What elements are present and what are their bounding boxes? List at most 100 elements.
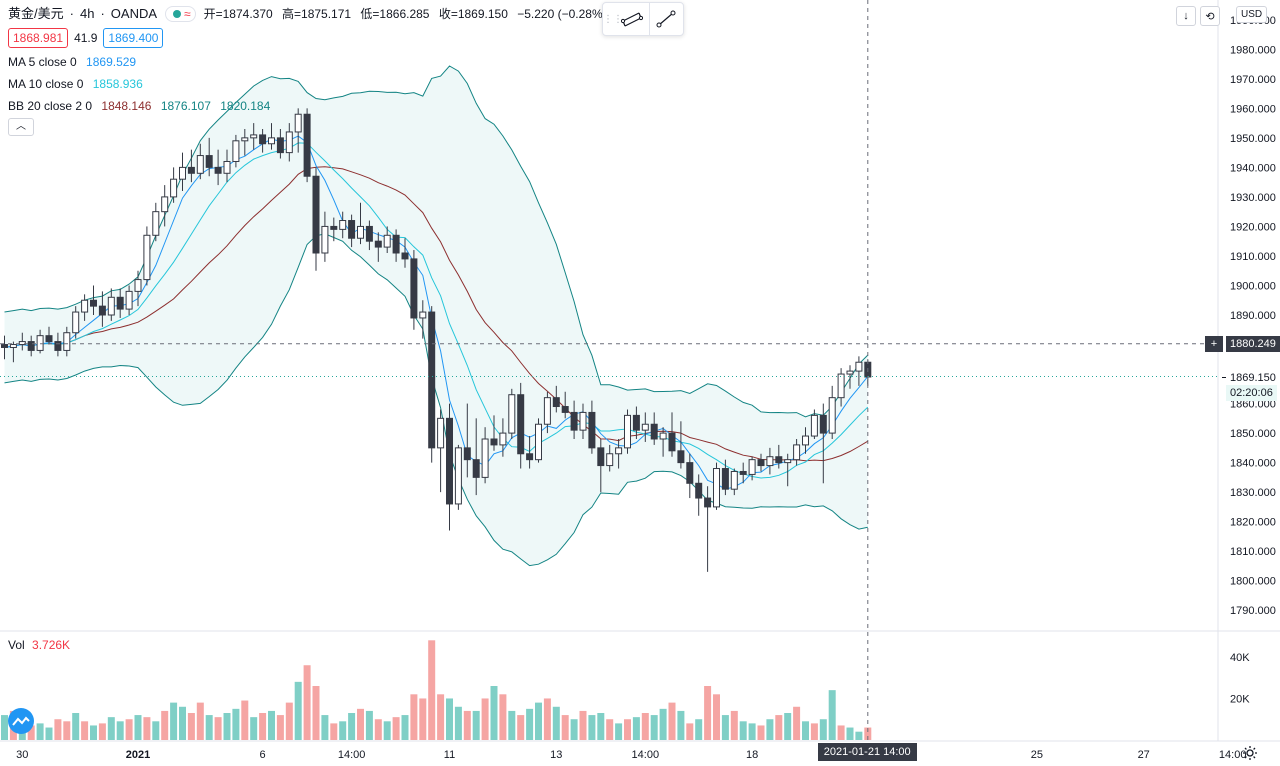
- candle[interactable]: [508, 388, 516, 439]
- volume-bar[interactable]: [143, 717, 151, 740]
- candle[interactable]: [374, 232, 382, 262]
- candle[interactable]: [98, 291, 106, 327]
- volume-bar[interactable]: [730, 710, 738, 740]
- candle[interactable]: [214, 149, 222, 186]
- candle[interactable]: [401, 238, 409, 268]
- volume-bar[interactable]: [268, 710, 275, 740]
- volume-bar[interactable]: [766, 719, 774, 740]
- candle[interactable]: [410, 250, 418, 330]
- gear-icon[interactable]: [1242, 745, 1258, 761]
- candle[interactable]: [686, 453, 694, 499]
- volume-bar[interactable]: [624, 719, 631, 740]
- candle[interactable]: [72, 306, 80, 339]
- candle[interactable]: [535, 418, 542, 463]
- volume-bar[interactable]: [517, 715, 525, 740]
- candle[interactable]: [330, 217, 338, 242]
- volume-bar[interactable]: [374, 719, 382, 740]
- candle[interactable]: [454, 444, 462, 510]
- candle[interactable]: [526, 436, 534, 469]
- candle[interactable]: [392, 229, 400, 262]
- volume-bar[interactable]: [54, 719, 62, 740]
- volume-bar[interactable]: [641, 713, 649, 740]
- indicator-bb[interactable]: BB 20 close 2 0 1848.146 1876.107 1820.1…: [8, 98, 613, 114]
- volume-bar[interactable]: [454, 706, 462, 740]
- volume-bar[interactable]: [205, 715, 213, 740]
- volume-bar[interactable]: [259, 713, 267, 740]
- candle[interactable]: [179, 152, 186, 191]
- candle[interactable]: [223, 149, 231, 183]
- volume-bar[interactable]: [463, 710, 471, 740]
- candle[interactable]: [170, 167, 178, 203]
- candle[interactable]: [45, 326, 53, 345]
- volume-bar[interactable]: [392, 717, 400, 740]
- volume-bar[interactable]: [775, 715, 783, 740]
- volume-bar[interactable]: [27, 725, 35, 740]
- candle[interactable]: [187, 149, 195, 183]
- volume-bar[interactable]: [615, 723, 623, 740]
- currency-button[interactable]: USD: [1236, 6, 1268, 23]
- volume-bar[interactable]: [330, 723, 338, 740]
- volume-bar[interactable]: [410, 694, 418, 740]
- candle[interactable]: [481, 427, 489, 484]
- volume-bar[interactable]: [695, 719, 703, 740]
- volume-bar[interactable]: [303, 665, 311, 740]
- volume-bar[interactable]: [810, 723, 818, 740]
- scroll-to-latest-button[interactable]: ↓: [1176, 6, 1196, 26]
- volume-bar[interactable]: [365, 710, 373, 740]
- indicator-ma10[interactable]: MA 10 close 0 1858.936: [8, 76, 613, 92]
- candle[interactable]: [9, 341, 17, 363]
- candle[interactable]: [241, 129, 249, 156]
- volume-bar[interactable]: [36, 723, 44, 740]
- candle[interactable]: [757, 453, 765, 472]
- candle[interactable]: [268, 123, 275, 150]
- candle[interactable]: [472, 418, 480, 496]
- candle[interactable]: [143, 226, 151, 286]
- candle[interactable]: [846, 365, 854, 389]
- candle[interactable]: [276, 129, 284, 159]
- volume-bar[interactable]: [802, 721, 809, 740]
- ma10-line[interactable]: [4, 142, 869, 479]
- candle[interactable]: [570, 400, 578, 439]
- candle[interactable]: [232, 134, 240, 168]
- volume-bar[interactable]: [437, 694, 445, 740]
- volume-bar[interactable]: [321, 715, 329, 740]
- volume-bar[interactable]: [161, 710, 169, 740]
- volume-bar[interactable]: [837, 725, 845, 740]
- candle[interactable]: [1, 335, 8, 360]
- volume-bar[interactable]: [72, 713, 80, 740]
- add-alert-plus-button[interactable]: +: [1205, 335, 1223, 352]
- candle[interactable]: [312, 167, 320, 271]
- candle[interactable]: [775, 444, 783, 469]
- candle[interactable]: [784, 453, 792, 487]
- volume-bar[interactable]: [428, 640, 436, 740]
- volume-bar[interactable]: [552, 706, 560, 740]
- tradingview-logo[interactable]: [8, 708, 34, 734]
- volume-bar[interactable]: [793, 706, 801, 740]
- volume-bar[interactable]: [294, 681, 302, 740]
- volume-bar[interactable]: [481, 698, 489, 740]
- volume-bar[interactable]: [597, 713, 605, 740]
- volume-bar[interactable]: [650, 715, 658, 740]
- volume-bar[interactable]: [579, 710, 587, 740]
- reset-chart-button[interactable]: ⟲: [1200, 6, 1220, 26]
- candle[interactable]: [339, 211, 347, 239]
- volume-bar[interactable]: [419, 698, 427, 740]
- candle[interactable]: [597, 439, 605, 493]
- volume-bar[interactable]: [98, 723, 106, 740]
- volume-bar[interactable]: [285, 702, 293, 740]
- candle[interactable]: [730, 468, 738, 496]
- volume-bar[interactable]: [90, 725, 97, 740]
- volume-bar[interactable]: [819, 719, 827, 740]
- volume-bar[interactable]: [570, 719, 578, 740]
- volume-bar[interactable]: [116, 721, 124, 740]
- candle[interactable]: [63, 326, 71, 357]
- symbol-name[interactable]: 黄金/美元: [8, 6, 64, 21]
- bb-lower-line[interactable]: [4, 233, 868, 567]
- candle[interactable]: [303, 108, 311, 183]
- candle[interactable]: [196, 143, 204, 180]
- candle[interactable]: [641, 412, 649, 442]
- volume-bar[interactable]: [659, 708, 667, 740]
- candle[interactable]: [748, 456, 756, 481]
- volume-bar[interactable]: [401, 715, 409, 740]
